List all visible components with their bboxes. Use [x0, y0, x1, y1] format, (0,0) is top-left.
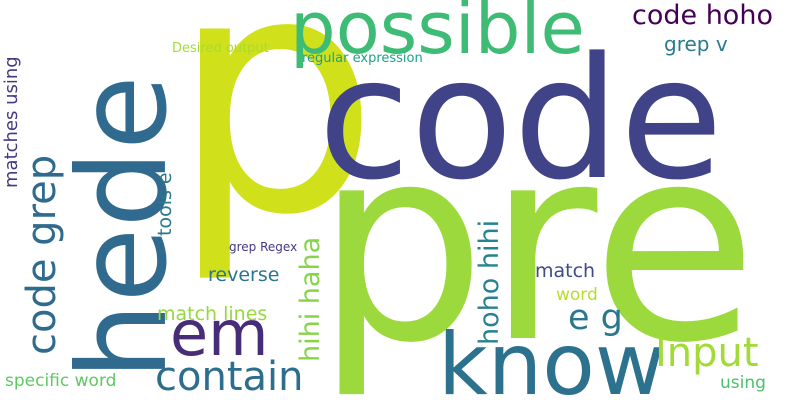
- word-e-g: e g: [568, 298, 623, 338]
- word-pre: pre: [315, 87, 758, 400]
- word-using: using: [720, 373, 766, 393]
- word-matches-using: matches using: [1, 56, 22, 188]
- word-hihi-haha: hihi haha: [295, 236, 326, 362]
- word-match: match: [535, 260, 596, 282]
- word-regular-expression: regular expression: [302, 51, 423, 66]
- word-desired-output: Desired output: [172, 41, 269, 56]
- word-hoho-hihi: hoho hihi: [474, 219, 505, 345]
- word-code-hoho: code hoho: [632, 0, 773, 31]
- word-p: p: [170, 0, 380, 287]
- word-reverse: reverse: [208, 264, 280, 286]
- word-specific-word: specific word: [5, 371, 117, 391]
- word-match-lines: match lines: [157, 303, 268, 325]
- word-know: know: [438, 315, 666, 400]
- word-tools-e: tools e: [154, 172, 176, 236]
- word-grep-v: grep v: [664, 32, 728, 56]
- word-code-grep: code grep: [19, 154, 65, 355]
- word-input: Input: [655, 330, 759, 376]
- word-possible: possible: [290, 0, 585, 70]
- word-contain: contain: [155, 354, 304, 400]
- word-grep-regex: grep Regex: [229, 240, 298, 254]
- word-em: em: [170, 297, 269, 370]
- word-word: word: [556, 285, 598, 305]
- word-code: code: [318, 21, 724, 217]
